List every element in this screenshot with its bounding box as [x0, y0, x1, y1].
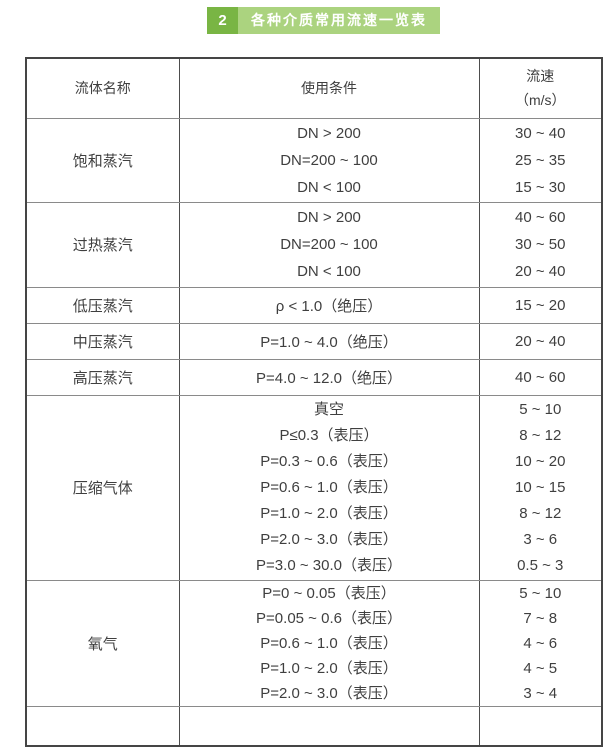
speed-line: 7 ~ 8: [523, 609, 558, 627]
condition-line: P=0.05 ~ 0.6（表压）: [256, 609, 402, 627]
column-header-condition: 使用条件: [178, 57, 480, 119]
condition-line: P=0.3 ~ 0.6（表压）: [260, 452, 398, 470]
column-header-speed: 流速 （m/s）: [478, 57, 603, 119]
column-header-fluid: 流体名称: [25, 57, 180, 119]
speed-line: 30 ~ 50: [515, 236, 566, 253]
speeds-cell: 40 ~ 60 30 ~ 50 20 ~ 40: [478, 201, 603, 288]
conditions-cell: P=1.0 ~ 4.0（绝压）: [178, 322, 480, 360]
fluid-name-cell: 中压蒸汽: [25, 322, 180, 360]
speed-line: 4 ~ 6: [523, 634, 558, 652]
speed-line: 15 ~ 30: [515, 178, 566, 196]
condition-line: DN < 100: [297, 263, 361, 280]
fluid-name-cell: [25, 705, 180, 747]
condition-line: DN > 200: [297, 209, 361, 226]
condition-line: 真空: [313, 400, 344, 418]
condition-line: P=0 ~ 0.05（表压）: [262, 584, 396, 602]
condition-line: P=0.6 ~ 1.0（表压）: [260, 634, 398, 652]
speed-line: 10 ~ 20: [515, 452, 566, 470]
condition-line: P=0.6 ~ 1.0（表压）: [260, 478, 398, 496]
fluid-name-cell: 压缩气体: [25, 394, 180, 581]
table-row-medium-pressure-steam: 中压蒸汽 P=1.0 ~ 4.0（绝压） 20 ~ 40: [25, 322, 603, 360]
condition-line: P=3.0 ~ 30.0（表压）: [256, 556, 402, 574]
speeds-cell: 5 ~ 10 8 ~ 12 10 ~ 20 10 ~ 15 8 ~ 12 3 ~…: [478, 394, 603, 581]
conditions-cell: P=0 ~ 0.05（表压） P=0.05 ~ 0.6（表压） P=0.6 ~ …: [178, 579, 480, 707]
speed-line: 0.5 ~ 3: [517, 556, 564, 574]
column-header-speed-line2: （m/s）: [514, 92, 566, 109]
speed-line: 3 ~ 6: [523, 530, 558, 548]
speeds-cell: 30 ~ 40 25 ~ 35 15 ~ 30: [478, 117, 603, 203]
speeds-cell: 20 ~ 40: [478, 322, 603, 360]
fluid-name-cell: 高压蒸汽: [25, 358, 180, 396]
section-number-badge: 2: [207, 7, 238, 34]
condition-line: P=2.0 ~ 3.0（表压）: [260, 530, 398, 548]
table-header-row: 流体名称 使用条件 流速 （m/s）: [25, 57, 603, 119]
speeds-cell: [478, 705, 603, 747]
condition-line: P=1.0 ~ 2.0（表压）: [260, 659, 398, 677]
condition-line: P=1.0 ~ 2.0（表压）: [260, 504, 398, 522]
conditions-cell: DN > 200 DN=200 ~ 100 DN < 100: [178, 201, 480, 288]
speeds-cell: 5 ~ 10 7 ~ 8 4 ~ 6 4 ~ 5 3 ~ 4: [478, 579, 603, 707]
speed-line: 10 ~ 15: [515, 478, 566, 496]
column-header-speed-line1: 流速: [526, 68, 555, 85]
speed-line: 20 ~ 40: [515, 263, 566, 280]
table-row-superheated-steam: 过热蒸汽 DN > 200 DN=200 ~ 100 DN < 100 40 ~…: [25, 201, 603, 288]
condition-line: DN > 200: [297, 124, 361, 142]
conditions-cell: ρ < 1.0（绝压）: [178, 286, 480, 324]
condition-line: P≤0.3（表压）: [279, 426, 379, 444]
flow-rate-table: 流体名称 使用条件 流速 （m/s） 饱和蒸汽 DN > 200 DN=200 …: [25, 57, 603, 747]
speeds-cell: 15 ~ 20: [478, 286, 603, 324]
condition-line: DN=200 ~ 100: [280, 151, 378, 169]
condition-line: DN=200 ~ 100: [280, 236, 378, 253]
fluid-name-cell: 氧气: [25, 579, 180, 707]
conditions-cell: P=4.0 ~ 12.0（绝压）: [178, 358, 480, 396]
table-row-saturated-steam: 饱和蒸汽 DN > 200 DN=200 ~ 100 DN < 100 30 ~…: [25, 117, 603, 203]
speed-line: 5 ~ 10: [519, 584, 562, 602]
conditions-cell: 真空 P≤0.3（表压） P=0.3 ~ 0.6（表压） P=0.6 ~ 1.0…: [178, 394, 480, 581]
fluid-name-cell: 低压蒸汽: [25, 286, 180, 324]
condition-line: P=2.0 ~ 3.0（表压）: [260, 684, 398, 702]
speed-line: 40 ~ 60: [515, 209, 566, 226]
fluid-name-cell: 过热蒸汽: [25, 201, 180, 288]
table-row-low-pressure-steam: 低压蒸汽 ρ < 1.0（绝压） 15 ~ 20: [25, 286, 603, 324]
speed-line: 8 ~ 12: [519, 426, 562, 444]
speed-line: 30 ~ 40: [515, 124, 566, 142]
speeds-cell: 40 ~ 60: [478, 358, 603, 396]
speed-line: 8 ~ 12: [519, 504, 562, 522]
table-row-partial-clipped: [25, 705, 603, 747]
section-header: 2 各种介质常用流速一览表: [207, 7, 613, 34]
conditions-cell: DN > 200 DN=200 ~ 100 DN < 100: [178, 117, 480, 203]
speed-line: 5 ~ 10: [519, 400, 562, 418]
condition-line: DN < 100: [297, 178, 361, 196]
speed-line: 4 ~ 5: [523, 659, 558, 677]
fluid-name-cell: 饱和蒸汽: [25, 117, 180, 203]
speed-line: 3 ~ 4: [523, 684, 558, 702]
conditions-cell: [178, 705, 480, 747]
section-title: 各种介质常用流速一览表: [238, 7, 440, 34]
table-row-oxygen: 氧气 P=0 ~ 0.05（表压） P=0.05 ~ 0.6（表压） P=0.6…: [25, 579, 603, 707]
table-row-high-pressure-steam: 高压蒸汽 P=4.0 ~ 12.0（绝压） 40 ~ 60: [25, 358, 603, 396]
table-row-compressed-gas: 压缩气体 真空 P≤0.3（表压） P=0.3 ~ 0.6（表压） P=0.6 …: [25, 394, 603, 581]
speed-line: 25 ~ 35: [515, 151, 566, 169]
